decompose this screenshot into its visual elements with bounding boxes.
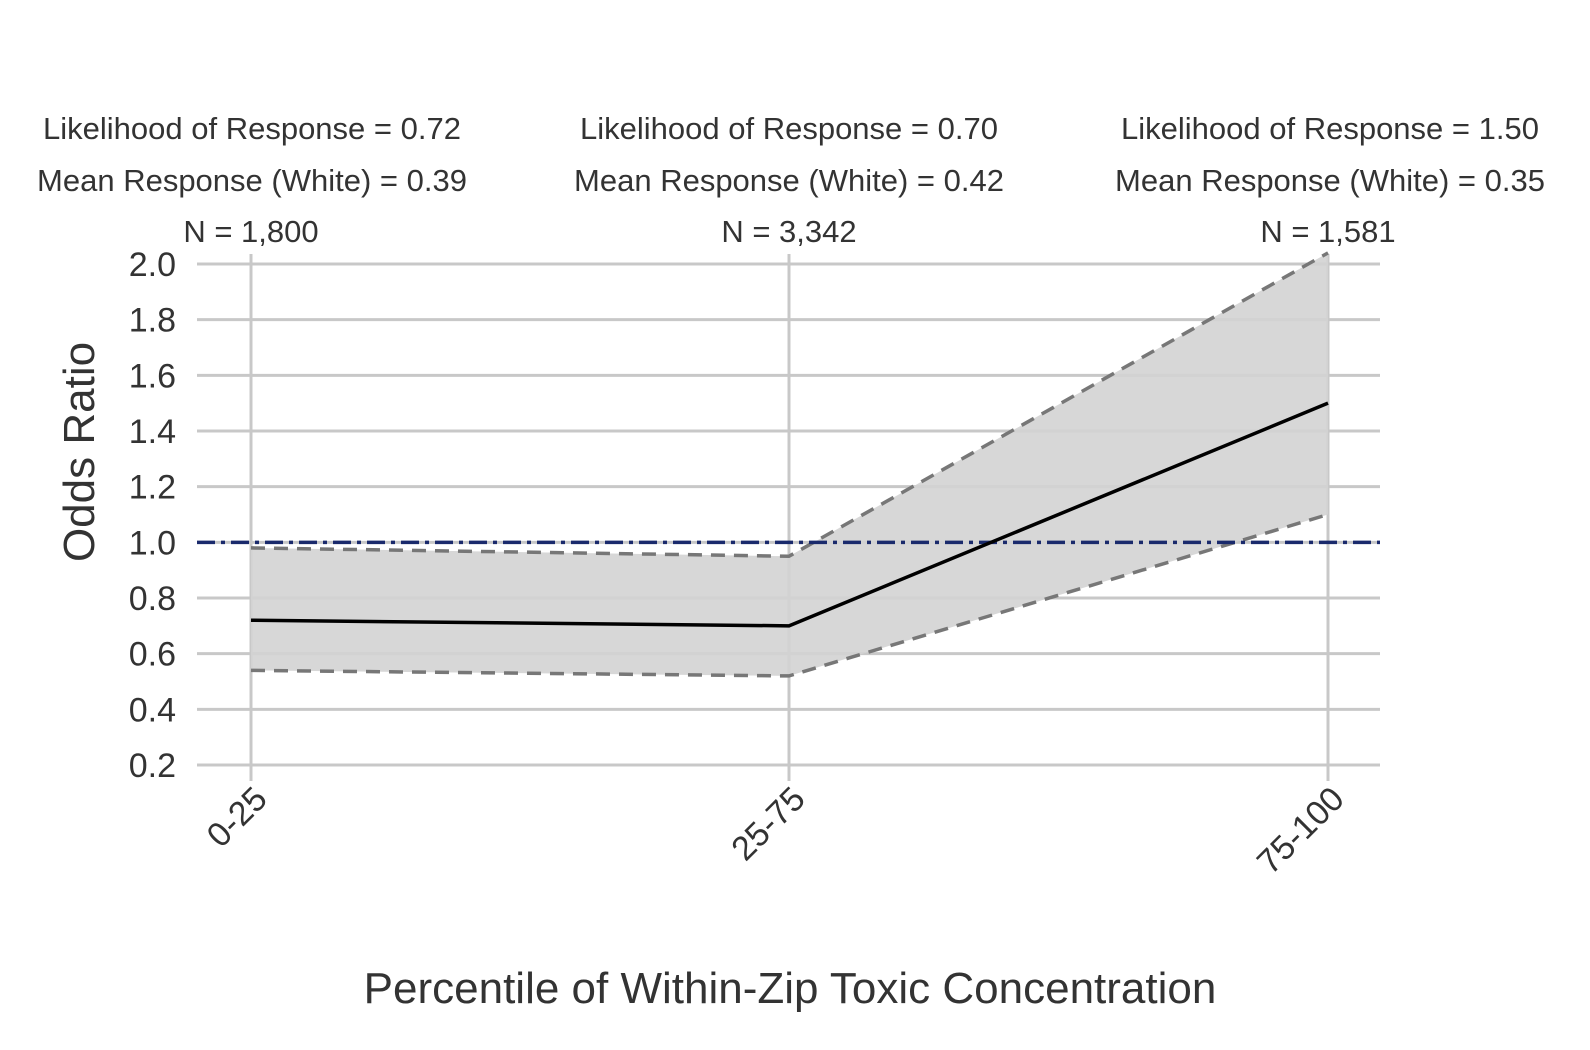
y-tick-label: 1.4 xyxy=(129,413,176,451)
x-tick-label: 25-75 xyxy=(724,780,812,868)
likelihood-annotation: Likelihood of Response = 1.50 xyxy=(1121,111,1539,146)
likelihood-annotation: Likelihood of Response = 0.70 xyxy=(580,111,998,146)
series-group xyxy=(250,401,1329,628)
upper-bound-line xyxy=(250,251,1329,559)
y-tick-label: 0.2 xyxy=(129,747,176,785)
y-tick-label: 2.0 xyxy=(129,246,176,284)
x-axis-ticks: 0-25 25-75 75-100 xyxy=(200,780,1352,882)
likelihood-annotation: Likelihood of Response = 0.72 xyxy=(43,111,461,146)
odds-ratio-line xyxy=(250,401,1329,628)
lower-bound-line xyxy=(250,512,1329,678)
y-tick-label: 1.8 xyxy=(129,302,176,340)
y-axis-ticks: 0.2 0.4 0.6 0.8 1.0 1.2 1.4 1.6 1.8 2.0 xyxy=(129,246,176,785)
sample-size-annotation: N = 1,800 xyxy=(183,214,318,249)
y-tick-label: 0.8 xyxy=(129,580,176,618)
y-tick-label: 1.6 xyxy=(129,357,176,395)
mean-response-annotation: Mean Response (White) = 0.35 xyxy=(1115,163,1545,198)
confidence-band-area xyxy=(251,252,1328,676)
mean-response-annotation: Mean Response (White) = 0.42 xyxy=(574,163,1004,198)
y-axis-title: Odds Ratio xyxy=(55,342,104,562)
y-tick-label: 1.2 xyxy=(129,469,176,507)
x-axis-title: Percentile of Within-Zip Toxic Concentra… xyxy=(364,964,1217,1013)
mean-response-annotation: Mean Response (White) = 0.39 xyxy=(37,163,467,198)
y-tick-label: 0.4 xyxy=(129,691,176,729)
confidence-band xyxy=(250,251,1329,678)
y-tick-label: 1.0 xyxy=(129,524,176,562)
x-tick-label: 75-100 xyxy=(1250,780,1352,882)
x-tick-label: 0-25 xyxy=(200,780,275,855)
sample-size-annotation: N = 1,581 xyxy=(1260,214,1395,249)
sample-size-annotation: N = 3,342 xyxy=(721,214,856,249)
y-tick-label: 0.6 xyxy=(129,636,176,674)
group-annotations: Likelihood of Response = 0.72 Mean Respon… xyxy=(37,111,1545,249)
